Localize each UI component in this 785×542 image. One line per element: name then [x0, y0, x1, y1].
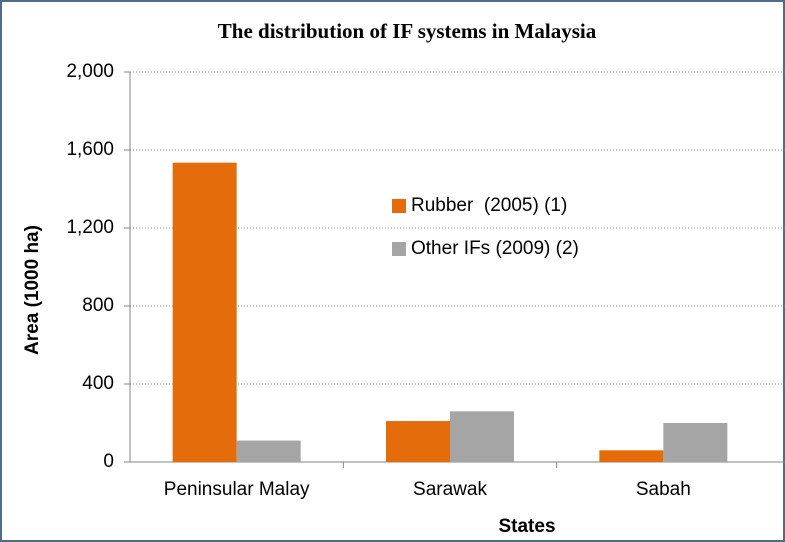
bar [386, 421, 450, 462]
legend-swatch [392, 242, 406, 256]
x-tick-label: Sabah [636, 479, 691, 500]
legend-label: Rubber (2005) (1) [411, 195, 567, 216]
y-axis-label: Area (1000 ha) [22, 225, 43, 355]
y-tick-label: 0 [103, 451, 114, 472]
y-tick-label: 2,000 [66, 61, 114, 82]
chart-title: The distribution of IF systems in Malays… [218, 19, 597, 43]
x-axis-label: States [498, 516, 555, 537]
bar [236, 440, 301, 462]
bar [599, 450, 664, 462]
legend-swatch [392, 199, 406, 213]
bar [663, 423, 728, 462]
legend-label: Other IFs (2009) (2) [411, 238, 579, 259]
y-tick-label: 1,600 [66, 139, 114, 160]
bar [450, 411, 514, 462]
y-tick-label: 400 [82, 373, 114, 394]
y-tick-label: 800 [82, 295, 114, 316]
bar [172, 162, 237, 463]
y-tick-label: 1,200 [66, 217, 114, 238]
x-tick-label: Sarawak [413, 479, 487, 500]
x-tick-label: Peninsular Malay [164, 479, 310, 500]
